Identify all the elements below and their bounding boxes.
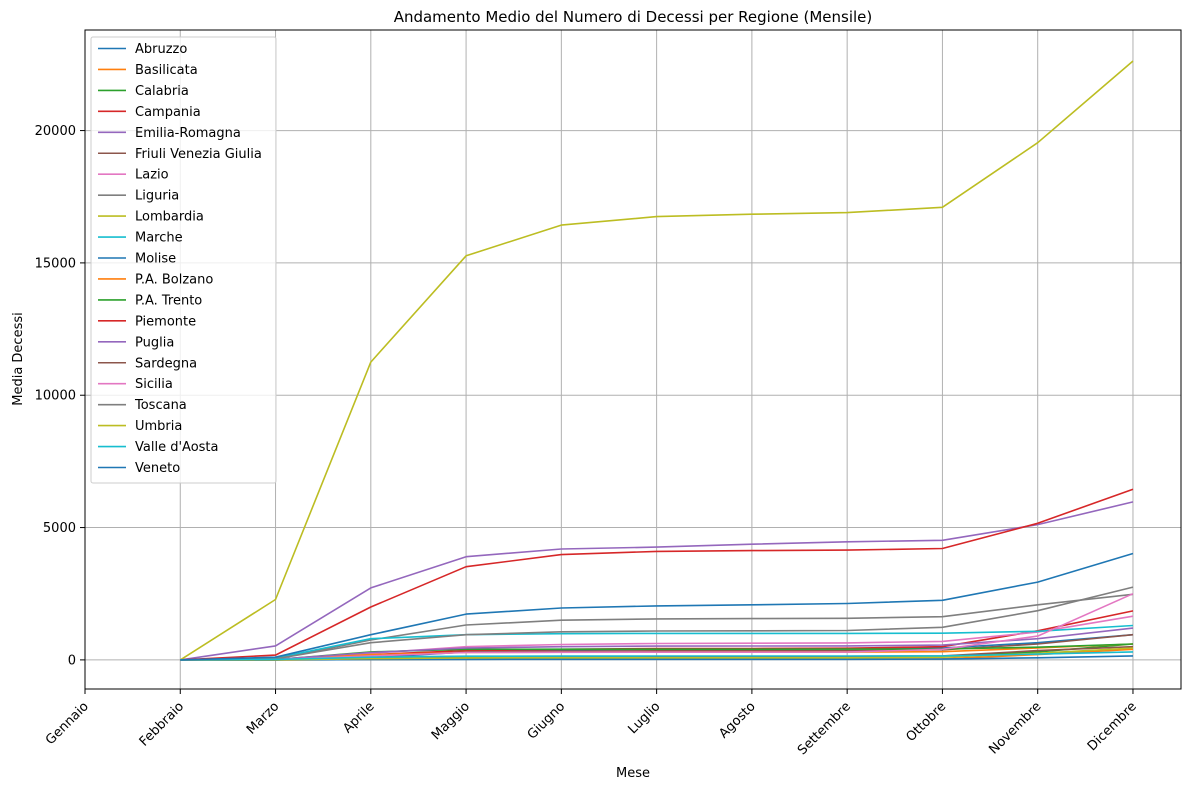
plot-frame — [84, 29, 1182, 690]
y-axis-label: Media Decessi — [11, 312, 26, 406]
legend-entry-label: Molise — [135, 252, 176, 267]
series-lines — [179, 60, 1134, 661]
legend-entry-label: Valle d'Aosta — [135, 440, 218, 455]
legend-entry-label: Calabria — [135, 84, 189, 99]
legend-entry-label: Marche — [135, 231, 183, 246]
series-line — [180, 501, 1134, 661]
x-tick-label: Marzo — [244, 699, 282, 737]
legend-entry-label: Umbria — [135, 419, 182, 434]
series-line — [180, 488, 1134, 661]
legend-entry-label: Liguria — [135, 189, 179, 204]
legend-entry-label: Toscana — [134, 398, 187, 413]
x-tick-label: Maggio — [429, 699, 473, 743]
y-tick-label: 20000 — [35, 124, 76, 139]
series-line — [180, 651, 1134, 661]
legend-entry-label: Lazio — [135, 168, 169, 183]
series-line — [180, 627, 1134, 661]
x-tick-label: Aprile — [340, 699, 377, 736]
legend-entry-label: Sardegna — [135, 356, 197, 371]
x-tick-label: Gennaio — [43, 699, 92, 748]
y-tick-label: 10000 — [35, 389, 76, 404]
legend-entry-label: Piemonte — [135, 314, 196, 329]
x-tick-label: Agosto — [716, 699, 758, 741]
legend-entry-label: Lombardia — [135, 210, 204, 225]
series-line — [180, 586, 1134, 661]
series-line — [180, 593, 1134, 661]
x-tick-label: Febbraio — [137, 699, 187, 749]
legend: Abruzzo Basilicata Calabria Campania Emilia-… — [90, 36, 277, 484]
x-tick-label: Ottobre — [904, 699, 950, 745]
x-tick-label: Settembre — [795, 699, 854, 758]
x-tick-label: Giugno — [525, 699, 568, 742]
legend-entry-label: Sicilia — [135, 377, 173, 392]
series-line — [179, 60, 1134, 661]
legend-entry-label: Veneto — [135, 461, 180, 476]
y-tick-label: 5000 — [43, 521, 76, 536]
x-tick-label: Luglio — [625, 699, 663, 737]
legend-entry-label: Campania — [135, 105, 201, 120]
x-axis-label: Mese — [616, 766, 650, 781]
legend-entry-label: Abruzzo — [135, 42, 187, 57]
legend-entry-label: P.A. Bolzano — [135, 272, 213, 287]
legend-entry-label: Puglia — [135, 335, 174, 350]
legend-entry-label: Basilicata — [135, 63, 198, 78]
y-tick-label: 15000 — [35, 256, 76, 271]
chart-title: Andamento Medio del Numero di Decessi pe… — [394, 8, 873, 26]
legend-entry-label: Emilia-Romagna — [135, 126, 241, 141]
legend-box — [90, 36, 277, 484]
legend-entry-label: P.A. Trento — [135, 293, 202, 308]
series-line — [180, 624, 1134, 661]
legend-entry-label: Friuli Venezia Giulia — [135, 147, 262, 162]
y-axis-ticks: 0 5000 10000 15000 20000 — [35, 124, 85, 668]
x-tick-label: Dicembre — [1085, 699, 1140, 754]
x-tick-label: Novembre — [986, 699, 1044, 757]
x-axis-ticks: Gennaio Febbraio Marzo Aprile Maggio Giugno Lu… — [43, 689, 1140, 758]
series-line — [180, 552, 1134, 661]
y-tick-label: 0 — [68, 653, 76, 668]
